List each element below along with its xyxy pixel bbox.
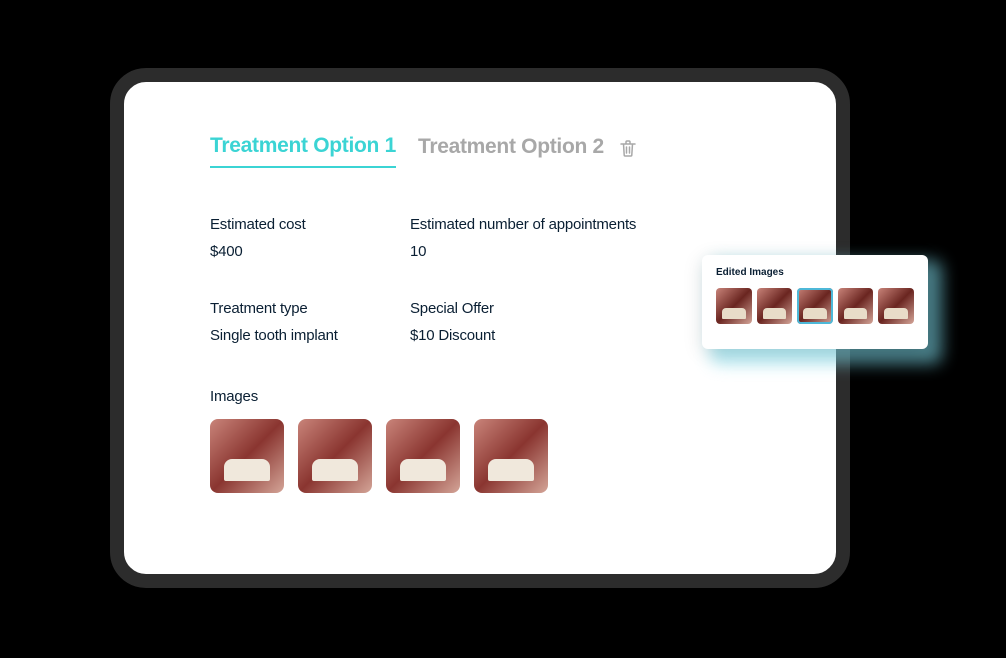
- edited-thumbnail[interactable]: [838, 288, 874, 324]
- edited-thumbnail[interactable]: [797, 288, 833, 324]
- edited-thumbnail[interactable]: [878, 288, 914, 324]
- treatment-type-label: Treatment type: [210, 300, 410, 317]
- image-thumbnail[interactable]: [210, 419, 284, 493]
- estimated-cost-value: $400: [210, 243, 410, 260]
- estimated-cost-block: Estimated cost $400: [210, 216, 410, 260]
- edited-images-row: [716, 288, 914, 324]
- images-label: Images: [210, 388, 750, 405]
- images-section: Images: [210, 388, 750, 493]
- image-thumbnail[interactable]: [474, 419, 548, 493]
- image-thumbnail[interactable]: [298, 419, 372, 493]
- tab-treatment-option-2[interactable]: Treatment Option 2: [418, 135, 604, 167]
- images-row: [210, 419, 750, 493]
- appointments-block: Estimated number of appointments 10: [410, 216, 750, 260]
- edited-images-title: Edited Images: [716, 267, 914, 278]
- edited-thumbnail[interactable]: [757, 288, 793, 324]
- estimated-cost-label: Estimated cost: [210, 216, 410, 233]
- edited-images-panel: Edited Images: [702, 255, 928, 349]
- treatment-type-block: Treatment type Single tooth implant: [210, 300, 410, 344]
- special-offer-value: $10 Discount: [410, 327, 750, 344]
- appointments-value: 10: [410, 243, 750, 260]
- tab-treatment-option-1[interactable]: Treatment Option 1: [210, 134, 396, 168]
- special-offer-label: Special Offer: [410, 300, 750, 317]
- edited-thumbnail[interactable]: [716, 288, 752, 324]
- appointments-label: Estimated number of appointments: [410, 216, 750, 233]
- tabs-container: Treatment Option 1 Treatment Option 2: [210, 134, 750, 168]
- treatment-type-value: Single tooth implant: [210, 327, 410, 344]
- details-grid: Estimated cost $400 Estimated number of …: [210, 216, 750, 344]
- image-thumbnail[interactable]: [386, 419, 460, 493]
- special-offer-block: Special Offer $10 Discount: [410, 300, 750, 344]
- trash-icon[interactable]: [620, 140, 636, 163]
